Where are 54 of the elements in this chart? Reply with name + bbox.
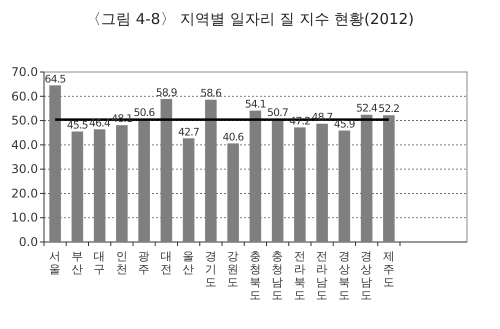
x-tick-label: 대전 [160,249,172,276]
data-label: 50.7 [267,106,288,119]
bar [160,98,172,242]
data-label: 40.6 [222,131,245,144]
bar [383,115,395,242]
x-tick-label: 경기도 [204,249,217,289]
bar [182,138,194,242]
data-label: 46.4 [89,117,112,130]
data-label: 64.5 [44,73,66,86]
chart-title: 〈그림 4-8〉 지역별 일자리 질 지수 현황(2012) [86,10,414,28]
y-tick-label: 60.0 [11,89,38,104]
x-tick-label: 강원도 [227,249,240,289]
y-tick-label: 30.0 [11,162,38,176]
bar [205,100,217,242]
x-tick-label: 전라남도 [316,249,328,302]
data-label: 52.2 [378,103,400,116]
bar [49,85,61,242]
data-label: 58.9 [156,86,177,99]
x-tick-label: 대구 [94,249,106,276]
x-tick-label: 제주도 [382,249,395,289]
bar [227,143,239,242]
bar [294,127,306,242]
y-tick-label: 20.0 [11,186,38,200]
y-tick-label: 50.0 [11,114,38,128]
y-tick-label: 10.0 [11,210,38,225]
bar [272,118,284,242]
data-label: 45.5 [66,120,88,132]
data-label: 58.6 [200,88,222,100]
bar [138,119,150,242]
data-label: 42.7 [178,126,200,138]
x-tick-label: 충청북도 [249,249,262,302]
data-label: 54.1 [244,98,266,111]
bar [360,114,372,242]
data-label: 52.4 [356,102,378,115]
x-tick-label: 부산 [71,249,84,276]
x-tick-label: 울산 [182,249,195,276]
x-tick-label: 서울 [49,249,62,276]
bar [250,110,262,242]
bar [116,125,128,242]
x-tick-label: 광주 [138,249,150,276]
x-tick-label: 인천 [116,249,128,276]
y-tick-label: 40.0 [11,138,38,152]
bar [72,132,84,242]
x-tick-label: 전라북도 [294,249,306,302]
bar [338,130,350,242]
bar [94,129,106,242]
y-tick-label: 70.0 [11,65,38,79]
bar [316,124,328,242]
x-tick-label: 충청남도 [272,249,284,302]
x-tick-label: 경상남도 [360,249,373,302]
data-label: 45.9 [334,118,355,131]
y-tick-label: 0.0 [18,235,38,249]
data-label: 50.6 [134,107,156,120]
x-tick-label: 경상북도 [338,249,350,302]
